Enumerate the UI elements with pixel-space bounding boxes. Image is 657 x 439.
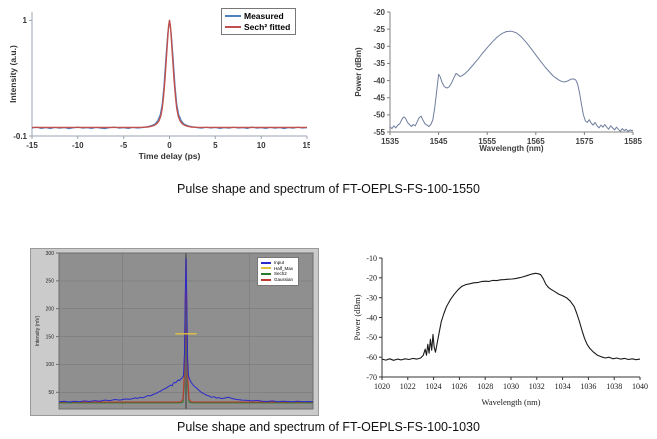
y-tick-label: -70 (366, 373, 377, 382)
y-tick-label: -60 (366, 353, 377, 362)
y-axis-label: Intensity (a.u.) (8, 45, 18, 103)
pulse-shape-1030-legend: Input Half_Max Sech2 Gaussian (257, 257, 300, 286)
y-tick-label: -50 (373, 111, 385, 120)
legend-item: Sech2 (261, 271, 293, 277)
spectrum-chart-1550: 1535 1545 1555 1565 1575 1585 -20 -25 -30 -35 -40 -… (352, 2, 646, 154)
y-tick-label: 150 (46, 334, 55, 340)
legend-item: Half_Max (261, 266, 293, 272)
x-tick-label: 1545 (430, 137, 448, 146)
x-tick-label: 1535 (381, 137, 399, 146)
legend-line-swatch (225, 25, 241, 28)
y-tick-label: 250 (46, 279, 55, 285)
spectrum-1550-plot: 1535 1545 1555 1565 1575 1585 -20 -25 -30 -35 -40 -… (354, 8, 642, 153)
x-axis-label: Time delay (ps) (139, 151, 201, 161)
legend-line-swatch (261, 278, 271, 281)
x-tick-label: 1022 (400, 382, 416, 391)
y-tick-label: 50 (48, 390, 54, 396)
x-axis-label: Wavelength (nm) (481, 397, 540, 407)
pulse-shape-1550-plot: -15 -10 -5 0 5 10 15 1 -0.1 Time delay (ps) Intens… (8, 12, 310, 161)
x-tick-label: 1555 (478, 137, 496, 146)
y-tick-label: -35 (373, 59, 385, 68)
legend-item: Sech² fitted (225, 22, 290, 33)
y-tick-label: 100 (46, 362, 55, 368)
legend-label: Sech2 (274, 271, 287, 277)
pulse-shape-chart-1550: -15 -10 -5 0 5 10 15 1 -0.1 Time delay (ps) Intens… (8, 4, 310, 162)
legend-label: Measured (244, 11, 284, 21)
x-tick-label: 1034 (555, 382, 571, 391)
y-tick-label: -30 (373, 42, 385, 51)
y-tick-label: -45 (373, 94, 385, 103)
y-tick-label: -30 (366, 294, 377, 303)
pulse-shape-1550-legend: Measured Sech² fitted (221, 8, 297, 36)
x-tick-label: 1575 (576, 137, 594, 146)
x-tick-label: 1036 (580, 382, 596, 391)
pulse-shape-chart-1030: 300 250 200 150 100 50 Intensity (mV) Input Half… (30, 248, 319, 416)
x-tick-label: 5 (213, 141, 218, 150)
x-tick-label: 1024 (426, 382, 442, 391)
y-tick-label: -55 (373, 128, 385, 137)
x-tick-label: 15 (303, 141, 310, 150)
legend-label: Sech² fitted (244, 21, 291, 32)
x-tick-label: 1028 (477, 382, 493, 391)
y-axis-label: Power (dBm) (352, 294, 362, 340)
y-tick-label: -40 (366, 313, 377, 322)
x-tick-label: -15 (26, 141, 38, 150)
y-tick-label: -50 (366, 333, 377, 342)
spectrum-chart-1030: 1020 1022 1024 1026 1028 1030 1032 1034 1036 1038… (352, 250, 648, 408)
spectrum-1030-plot: 1020 1022 1024 1026 1028 1030 1032 1034 1036 1038… (352, 254, 648, 407)
legend-line-swatch (261, 273, 271, 276)
legend-label: Half_Max (274, 265, 294, 271)
x-tick-label: 10 (257, 141, 266, 150)
x-tick-label: 0 (167, 141, 172, 150)
x-tick-label: 1030 (503, 382, 519, 391)
figure-caption-1550: Pulse shape and spectrum of FT-OEPLS-FS-… (177, 182, 480, 196)
legend-line-swatch (225, 15, 241, 18)
y-tick-label: -10 (366, 254, 377, 263)
legend-label: Gaussian (274, 276, 294, 282)
x-axis-label: Wavelength (nm) (479, 144, 543, 153)
y-tick-label: 200 (46, 307, 55, 313)
x-tick-label: -10 (72, 141, 84, 150)
legend-item: Measured (225, 11, 290, 22)
legend-line-swatch (261, 267, 271, 270)
y-tick-label: -40 (373, 76, 385, 85)
legend-line-swatch (261, 261, 271, 264)
x-tick-label: 1020 (374, 382, 390, 391)
series-spectrum (389, 30, 634, 132)
x-tick-label: 1565 (527, 137, 545, 146)
y-axis-label: Power (dBm) (354, 47, 363, 97)
series-input (58, 258, 314, 403)
y-tick-label: 300 (46, 251, 55, 257)
series-sech2-fitted (32, 19, 307, 129)
series-spectrum (381, 272, 641, 361)
x-tick-label: 1026 (451, 382, 467, 391)
y-tick-label: -25 (373, 25, 385, 34)
y-axis-label: Intensity (mV) (35, 315, 41, 346)
x-tick-label: 1040 (632, 382, 648, 391)
x-tick-label: 1032 (529, 382, 545, 391)
figure-caption-1030: Pulse shape and spectrum of FT-OEPLS-FS-… (177, 420, 480, 434)
x-tick-label: -5 (120, 141, 128, 150)
legend-label: Input (274, 260, 285, 265)
y-tick-label: -0.1 (13, 132, 27, 141)
plot-frame (58, 252, 314, 410)
legend-item: Input (261, 260, 293, 266)
y-tick-label: 1 (23, 16, 28, 25)
x-tick-label: 1038 (606, 382, 622, 391)
y-tick-label: -20 (373, 8, 385, 17)
y-tick-label: -20 (366, 274, 377, 283)
x-tick-label: 1585 (624, 137, 642, 146)
legend-item: Gaussian (261, 277, 293, 283)
series-measured (31, 19, 308, 130)
